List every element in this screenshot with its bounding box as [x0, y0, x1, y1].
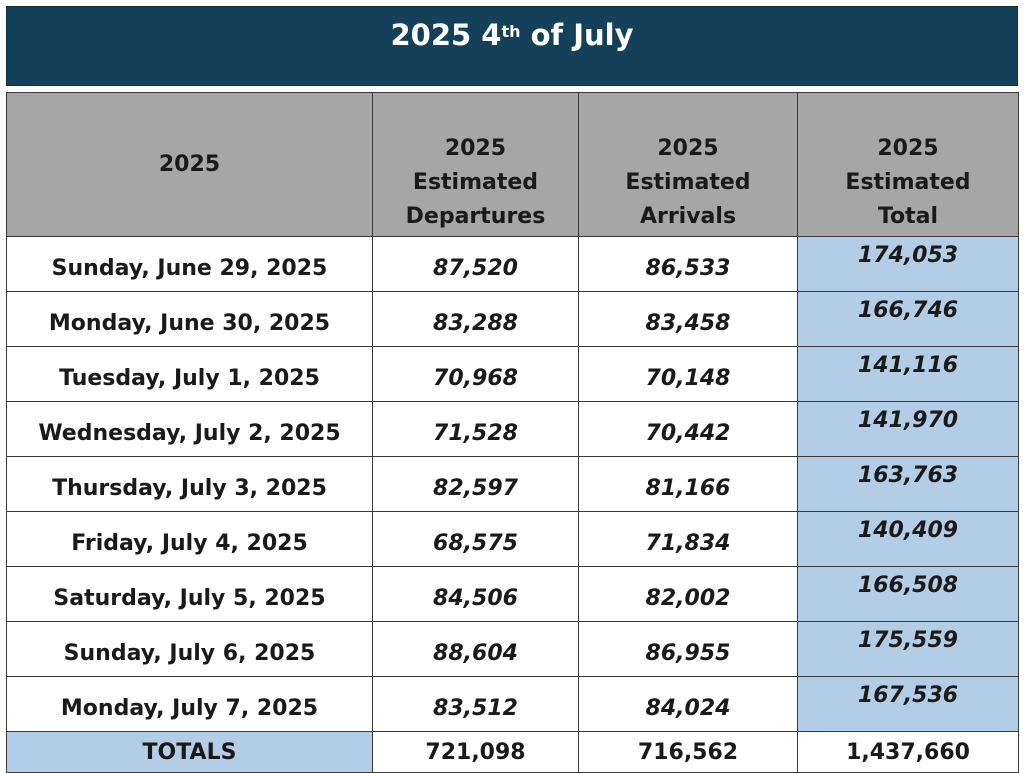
total-cell: 166,508: [797, 566, 1019, 622]
arrivals-cell: 86,955: [578, 621, 798, 677]
arrivals-cell: 70,442: [578, 401, 798, 457]
total-cell: 163,763: [797, 456, 1019, 512]
arrivals-cell: 84,024: [578, 676, 798, 732]
total-cell: 140,409: [797, 511, 1019, 567]
header-total-line-1: 2025: [877, 136, 939, 161]
header-departures-line-1: 2025: [444, 136, 507, 161]
date-cell: Sunday, July 6, 2025: [6, 621, 373, 677]
date-cell: Wednesday, July 2, 2025: [6, 401, 373, 457]
departures-cell: 70,968: [372, 346, 579, 402]
departures-cell: 87,520: [372, 236, 579, 292]
departures-cell: 68,575: [372, 511, 579, 567]
departures-cell: 88,604: [372, 621, 579, 677]
arrivals-cell: 83,458: [578, 291, 798, 347]
header-total: 2025 Estimated Total: [797, 92, 1019, 237]
departures-cell: 82,597: [372, 456, 579, 512]
header-departures-line-3: Departures: [405, 204, 546, 229]
date-cell: Saturday, July 5, 2025: [6, 566, 373, 622]
title-superscript: th: [501, 21, 521, 41]
header-arrivals-line-2: Estimated: [625, 170, 751, 195]
arrivals-cell: 70,148: [578, 346, 798, 402]
header-departures: 2025 Estimated Departures: [372, 92, 579, 237]
header-row: 2025 2025 Estimated Departures 2025 Esti…: [6, 92, 1019, 237]
date-cell: Friday, July 4, 2025: [6, 511, 373, 567]
header-total-line-2: Estimated: [845, 170, 971, 195]
table-row: Monday, July 7, 2025 83,512 84,024 167,5…: [6, 676, 1019, 732]
table-row: Saturday, July 5, 2025 84,506 82,002 166…: [6, 566, 1019, 622]
table-row: Sunday, June 29, 2025 87,520 86,533 174,…: [6, 236, 1019, 292]
totals-row: TOTALS 721,098 716,562 1,437,660: [6, 731, 1019, 773]
date-cell: Sunday, June 29, 2025: [6, 236, 373, 292]
totals-label: TOTALS: [6, 731, 373, 773]
table-row: Friday, July 4, 2025 68,575 71,834 140,4…: [6, 511, 1019, 567]
header-date: 2025: [6, 92, 373, 237]
arrivals-cell: 82,002: [578, 566, 798, 622]
departures-cell: 83,512: [372, 676, 579, 732]
table-row: Thursday, July 3, 2025 82,597 81,166 163…: [6, 456, 1019, 512]
totals-arrivals: 716,562: [578, 731, 798, 773]
arrivals-cell: 71,834: [578, 511, 798, 567]
table-row: Sunday, July 6, 2025 88,604 86,955 175,5…: [6, 621, 1019, 677]
total-cell: 167,536: [797, 676, 1019, 732]
date-cell: Monday, June 30, 2025: [6, 291, 373, 347]
header-arrivals: 2025 Estimated Arrivals: [578, 92, 798, 237]
date-cell: Tuesday, July 1, 2025: [6, 346, 373, 402]
departures-cell: 71,528: [372, 401, 579, 457]
total-cell: 166,746: [797, 291, 1019, 347]
total-cell: 174,053: [797, 236, 1019, 292]
arrivals-cell: 81,166: [578, 456, 798, 512]
title-suffix: of July: [520, 18, 634, 52]
total-cell: 141,970: [797, 401, 1019, 457]
date-cell: Thursday, July 3, 2025: [6, 456, 373, 512]
header-arrivals-line-3: Arrivals: [639, 204, 737, 229]
departures-cell: 84,506: [372, 566, 579, 622]
travel-estimates-table: 2025 2025 Estimated Departures 2025 Esti…: [6, 92, 1019, 773]
table-row: Wednesday, July 2, 2025 71,528 70,442 14…: [6, 401, 1019, 457]
totals-total: 1,437,660: [797, 731, 1019, 773]
table-row: Monday, June 30, 2025 83,288 83,458 166,…: [6, 291, 1019, 347]
total-cell: 175,559: [797, 621, 1019, 677]
date-cell: Monday, July 7, 2025: [6, 676, 373, 732]
header-date-line-1: 2025: [158, 151, 221, 177]
departures-cell: 83,288: [372, 291, 579, 347]
title-prefix: 2025 4: [390, 18, 502, 52]
header-total-line-3: Total: [877, 204, 939, 229]
header-departures-line-2: Estimated: [412, 170, 539, 195]
header-arrivals-line-1: 2025: [657, 136, 719, 161]
arrivals-cell: 86,533: [578, 236, 798, 292]
total-cell: 141,116: [797, 346, 1019, 402]
table-row: Tuesday, July 1, 2025 70,968 70,148 141,…: [6, 346, 1019, 402]
totals-departures: 721,098: [372, 731, 579, 773]
